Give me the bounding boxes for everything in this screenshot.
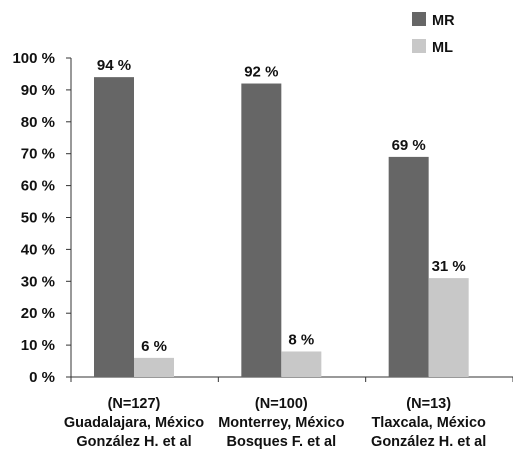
bar-mr-1 [94,77,134,377]
category-label-1-line-3: González H. et al [76,434,191,450]
category-label-3-line-1: (N=13) [406,396,451,412]
bar-ml-1 [134,357,174,377]
y-tick-label: 100 % [12,50,55,67]
bar-ml-3 [428,278,469,377]
y-tick-label: 30 % [21,273,55,290]
data-label-mr-2: 92 % [244,64,278,81]
y-tick-label: 40 % [21,241,55,258]
category-label-1-line-2: Guadalajara, México [64,415,204,431]
data-label-mr-1: 94 % [97,57,131,74]
category-labels: (N=127) Guadalajara, México González H. et… [64,396,486,450]
bar-ml-2 [281,351,322,377]
category-label-3-line-3: González H. et al [371,434,486,450]
bars [94,77,469,378]
data-label-mr-3: 69 % [392,137,426,154]
legend-label-mr: MR [432,13,455,29]
y-tick-label: 10 % [21,337,55,354]
legend-label-ml: ML [432,40,453,56]
category-label-1-line-1: (N=127) [108,396,161,412]
y-tick-label: 60 % [21,178,55,195]
legend-swatch-mr [412,12,426,26]
category-label-2-line-2: Monterrey, México [218,415,344,431]
category-label-3-line-2: Tlaxcala, México [371,415,486,431]
category-label-2-line-3: Bosques F. et al [227,434,337,450]
data-label-ml-2: 8 % [288,331,314,348]
bar-mr-2 [241,83,282,378]
legend: MR ML [412,12,455,56]
y-tick-label: 50 % [21,210,55,227]
y-tick-label: 80 % [21,114,55,131]
y-tick-label: 20 % [21,305,55,322]
y-tick-label: 70 % [21,146,55,163]
y-tick-label: 0 % [29,369,55,386]
legend-swatch-ml [412,39,426,53]
data-label-ml-1: 6 % [141,338,167,355]
data-labels: 94 % 92 % 69 % 6 % 8 % 31 % [97,57,466,355]
x-axis [70,376,513,382]
bar-mr-3 [388,156,429,377]
data-label-ml-3: 31 % [432,258,466,275]
y-axis: 0 % 10 % 20 % 30 % 40 % 50 % 60 % 70 % 80 % 90 % 1… [12,50,72,386]
y-tick-label: 90 % [21,82,55,99]
category-label-2-line-1: (N=100) [255,396,308,412]
